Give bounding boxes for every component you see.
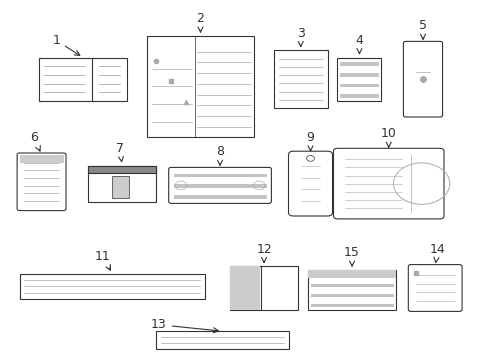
Bar bbox=[20, 274, 205, 299]
Bar bbox=[310, 274, 393, 278]
Text: 3: 3 bbox=[296, 27, 304, 46]
Bar bbox=[20, 155, 63, 163]
FancyBboxPatch shape bbox=[168, 167, 271, 203]
Bar bbox=[39, 58, 127, 101]
Bar bbox=[310, 294, 393, 297]
Bar bbox=[307, 270, 395, 310]
Bar bbox=[173, 174, 266, 177]
Bar bbox=[229, 266, 260, 310]
Text: 11: 11 bbox=[95, 250, 110, 270]
Text: 7: 7 bbox=[116, 142, 123, 162]
Bar bbox=[146, 36, 254, 137]
Text: 6: 6 bbox=[30, 131, 41, 151]
Bar bbox=[88, 166, 156, 173]
Bar bbox=[229, 266, 298, 310]
FancyBboxPatch shape bbox=[403, 41, 442, 117]
Text: 13: 13 bbox=[151, 318, 218, 333]
Bar bbox=[339, 73, 378, 77]
Bar bbox=[337, 58, 381, 101]
Bar bbox=[339, 84, 378, 87]
Bar bbox=[307, 270, 395, 278]
Text: 5: 5 bbox=[418, 19, 426, 39]
Text: 8: 8 bbox=[216, 145, 224, 165]
Bar bbox=[173, 184, 266, 188]
Text: 15: 15 bbox=[344, 246, 359, 266]
Bar bbox=[339, 94, 378, 98]
Text: 14: 14 bbox=[429, 243, 445, 262]
Text: 12: 12 bbox=[256, 243, 271, 262]
Bar bbox=[310, 304, 393, 307]
Bar bbox=[173, 195, 266, 199]
FancyBboxPatch shape bbox=[333, 148, 443, 219]
Bar bbox=[88, 166, 156, 202]
Text: 2: 2 bbox=[196, 12, 204, 32]
Bar bbox=[156, 331, 288, 349]
Bar bbox=[310, 284, 393, 287]
Bar bbox=[339, 62, 378, 66]
Text: 4: 4 bbox=[355, 34, 363, 54]
Bar bbox=[273, 50, 327, 108]
Text: 9: 9 bbox=[306, 131, 314, 151]
Bar bbox=[112, 176, 129, 198]
Text: 1: 1 bbox=[52, 34, 80, 55]
FancyBboxPatch shape bbox=[407, 265, 461, 311]
Text: 10: 10 bbox=[380, 127, 396, 147]
FancyBboxPatch shape bbox=[288, 151, 332, 216]
FancyBboxPatch shape bbox=[17, 153, 66, 211]
